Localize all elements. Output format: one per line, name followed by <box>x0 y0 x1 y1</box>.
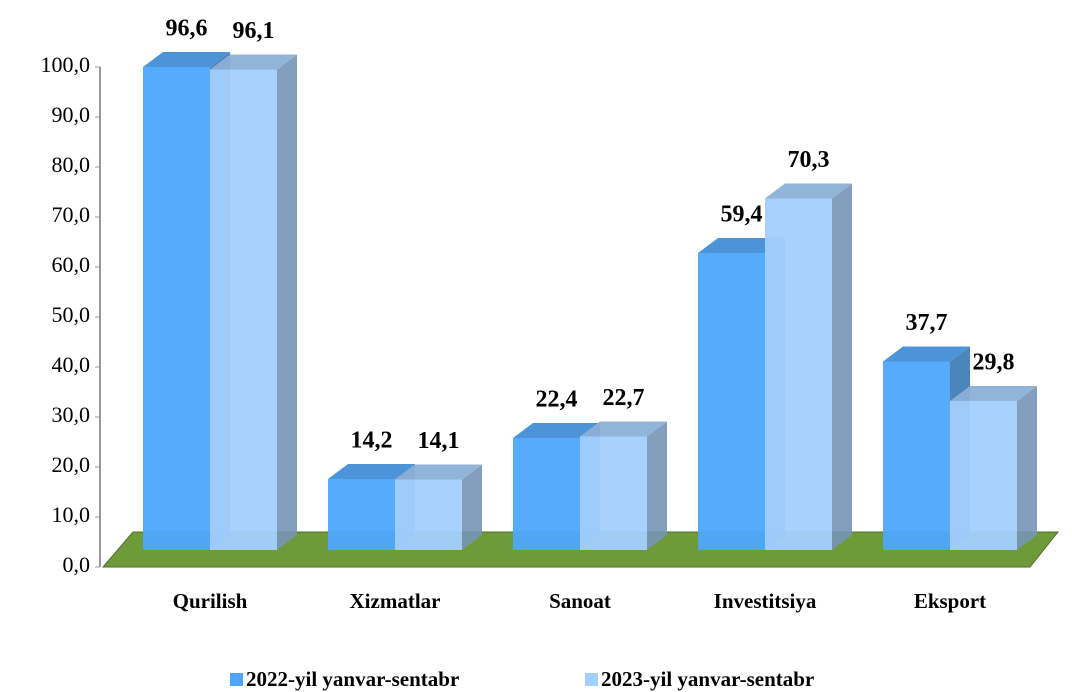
value-label: 22,7 <box>603 385 645 411</box>
bar-front <box>395 479 462 550</box>
value-label: 59,4 <box>721 202 763 228</box>
value-label: 14,1 <box>418 428 460 454</box>
y-tick-label: 0,0 <box>63 552 91 577</box>
y-tick-label: 80,0 <box>52 152 91 177</box>
bar-top <box>513 423 600 438</box>
x-tick-label: Sanoat <box>549 589 611 613</box>
y-tick-label: 60,0 <box>52 252 91 277</box>
x-tick-label: Eksport <box>914 589 986 613</box>
x-tick-label: Xizmatlar <box>350 589 441 613</box>
bar-front <box>883 361 950 550</box>
bar-front <box>210 69 277 550</box>
bar <box>950 386 1037 550</box>
bar-front <box>513 438 580 550</box>
y-tick-label: 50,0 <box>52 302 91 327</box>
x-tick-label: Investitsiya <box>714 589 817 613</box>
value-label: 70,3 <box>788 147 830 173</box>
y-tick-label: 20,0 <box>52 452 91 477</box>
bar <box>765 183 852 550</box>
bar-front <box>765 198 832 550</box>
bar-side <box>277 54 297 550</box>
legend-swatch <box>230 673 243 686</box>
bar-side <box>1017 386 1037 550</box>
bar <box>580 421 667 550</box>
y-tick-label: 40,0 <box>52 352 91 377</box>
x-tick-label: Qurilish <box>173 589 248 613</box>
bar <box>395 464 482 550</box>
y-tick-label: 70,0 <box>52 202 91 227</box>
bar-top <box>210 54 297 70</box>
bar-top <box>698 238 785 253</box>
bar-front <box>328 479 395 550</box>
bar-top <box>143 52 230 67</box>
bar-front <box>698 253 765 550</box>
y-tick-label: 100,0 <box>41 52 91 77</box>
legend-label: 2023-yil yanvar-sentabr <box>601 667 814 691</box>
value-label: 14,2 <box>351 428 393 454</box>
bar-top <box>883 346 970 362</box>
bar-top <box>395 464 482 480</box>
value-label: 29,8 <box>973 350 1015 376</box>
bar-side <box>462 464 482 550</box>
bar-top <box>765 183 852 199</box>
bar-front <box>143 67 210 550</box>
bar <box>210 54 297 550</box>
legend-label: 2022-yil yanvar-sentabr <box>246 667 459 691</box>
y-tick-label: 30,0 <box>52 402 91 427</box>
value-label: 96,1 <box>233 18 275 44</box>
legend-swatch <box>585 673 598 686</box>
y-tick-label: 90,0 <box>52 102 91 127</box>
bar-side <box>832 183 852 550</box>
bar-side <box>647 421 667 550</box>
bar-top <box>328 464 415 479</box>
value-label: 37,7 <box>906 310 948 336</box>
bar-front <box>580 436 647 550</box>
y-tick-label: 10,0 <box>52 502 91 527</box>
bar-front <box>950 401 1017 550</box>
value-label: 22,4 <box>536 387 578 413</box>
value-label: 96,6 <box>166 16 208 42</box>
bar-top <box>580 421 667 437</box>
bar-top <box>950 386 1037 401</box>
